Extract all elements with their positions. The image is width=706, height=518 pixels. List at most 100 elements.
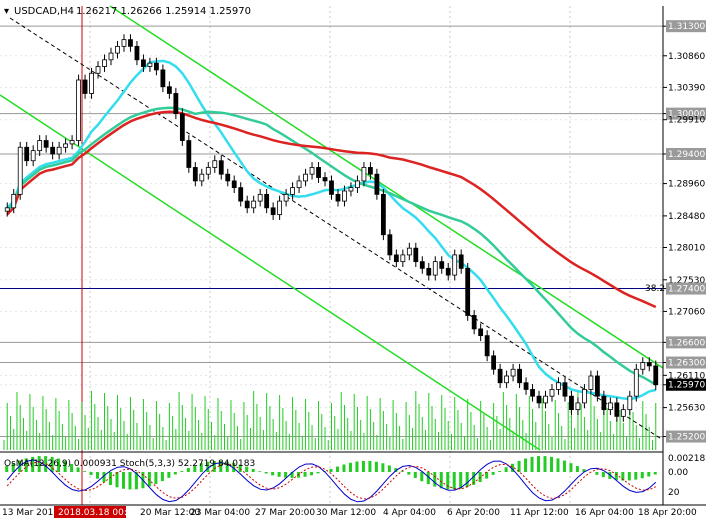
- osma-bar: [433, 472, 437, 487]
- osma-bar: [647, 472, 651, 477]
- candle-body: [549, 389, 555, 397]
- osma-bar: [160, 472, 164, 482]
- osma-bar: [627, 472, 631, 481]
- candle-body: [251, 200, 257, 209]
- price-tick-label: 1.30390: [668, 83, 705, 93]
- osma-bar: [400, 471, 404, 472]
- osma-bar: [238, 464, 242, 472]
- candle-body: [556, 382, 561, 390]
- candle-body: [82, 79, 88, 94]
- osma-bar: [614, 472, 618, 481]
- candle-body: [361, 167, 367, 182]
- candle-body: [121, 39, 127, 47]
- channel-upper-line: [109, 5, 664, 369]
- menu-arrow-icon[interactable]: ▾: [4, 6, 9, 17]
- candle-body: [484, 335, 490, 357]
- candle-body: [147, 62, 153, 67]
- osma-bar: [284, 472, 288, 478]
- stoch-signal-line: [6, 461, 657, 500]
- candle-body: [504, 375, 509, 384]
- osma-bar: [63, 460, 67, 472]
- candle-body: [192, 167, 198, 182]
- stoch-main-line: [6, 459, 657, 503]
- candle-body: [30, 150, 36, 162]
- price-tag-label: 1.26600: [668, 338, 705, 348]
- osma-bar: [5, 466, 9, 472]
- osma-bar: [264, 472, 268, 474]
- candle-body: [186, 140, 192, 168]
- candle-body: [426, 267, 432, 276]
- price-tag-label: 1.25970: [668, 381, 705, 391]
- osma-bar: [199, 463, 203, 472]
- osma-bar: [24, 458, 28, 472]
- candle-body: [43, 140, 49, 148]
- osma-bar: [472, 472, 476, 485]
- osma-bar: [426, 472, 430, 485]
- osma-bar: [530, 456, 534, 472]
- price-tag-label: 1.26300: [668, 359, 705, 369]
- candle-body: [173, 93, 179, 115]
- osma-bar: [575, 466, 579, 472]
- candle-body: [218, 160, 224, 175]
- osma-bar: [608, 472, 612, 479]
- candle-body: [536, 395, 542, 404]
- osma-bar: [465, 472, 469, 488]
- osma-bar: [193, 465, 197, 472]
- osma-bar: [83, 471, 87, 472]
- candle-body: [134, 45, 140, 61]
- candle-body: [24, 146, 30, 162]
- price-tick-label: 1.29910: [668, 116, 705, 126]
- osma-bar: [537, 456, 541, 472]
- osma-bar: [232, 462, 236, 472]
- osma-bar: [102, 472, 106, 483]
- price-tag: [666, 282, 706, 295]
- osma-bar: [387, 465, 391, 472]
- price-tag-label: 1.31300: [668, 22, 705, 32]
- candle-body: [653, 365, 659, 386]
- candle-body: [530, 389, 535, 397]
- osma-bar: [562, 460, 566, 472]
- candle-body: [646, 362, 652, 367]
- candle-body: [510, 368, 516, 377]
- osma-bar: [491, 472, 495, 475]
- candle-body: [452, 254, 458, 276]
- candle-body: [76, 79, 81, 141]
- osma-bar: [277, 472, 281, 477]
- candle-body: [355, 180, 360, 189]
- osma-bar: [316, 472, 320, 474]
- candle-body: [296, 180, 302, 189]
- candle-body: [283, 193, 289, 202]
- osma-bar: [640, 472, 644, 479]
- osma-bar: [595, 472, 599, 475]
- trend-dashed-line: [9, 17, 664, 441]
- volume-bars: [3, 391, 657, 450]
- candle-body: [517, 368, 522, 384]
- candles: [4, 34, 659, 422]
- osma-bar: [653, 472, 657, 475]
- osma-bar: [76, 467, 80, 472]
- candle-body: [17, 146, 23, 195]
- price-tick-label: 1.27060: [668, 307, 705, 317]
- osma-bar: [368, 460, 372, 472]
- price-tag: [666, 148, 706, 160]
- time-tick-label: 4 Apr 04:00: [383, 508, 436, 518]
- candle-body: [562, 382, 568, 397]
- osma-bar: [96, 472, 100, 479]
- price-tick-label: 1.28960: [668, 180, 705, 190]
- osma-bar: [342, 464, 346, 472]
- osma-bar: [303, 472, 307, 477]
- osma-bar: [134, 472, 138, 490]
- osma-bar: [348, 462, 352, 472]
- osma-bar: [147, 472, 151, 487]
- osma-bar: [381, 463, 385, 472]
- candle-body: [478, 328, 484, 337]
- candle-body: [102, 59, 107, 67]
- osma-bar: [37, 456, 41, 472]
- candle-body: [199, 173, 205, 182]
- time-tick-label: 11 Apr 12:00: [510, 508, 569, 518]
- time-tick-label: 18 Apr 20:00: [638, 508, 697, 518]
- osma-bar: [251, 468, 255, 472]
- time-tick-label: 23 Mar 04:00: [190, 508, 250, 518]
- candle-body: [316, 167, 321, 178]
